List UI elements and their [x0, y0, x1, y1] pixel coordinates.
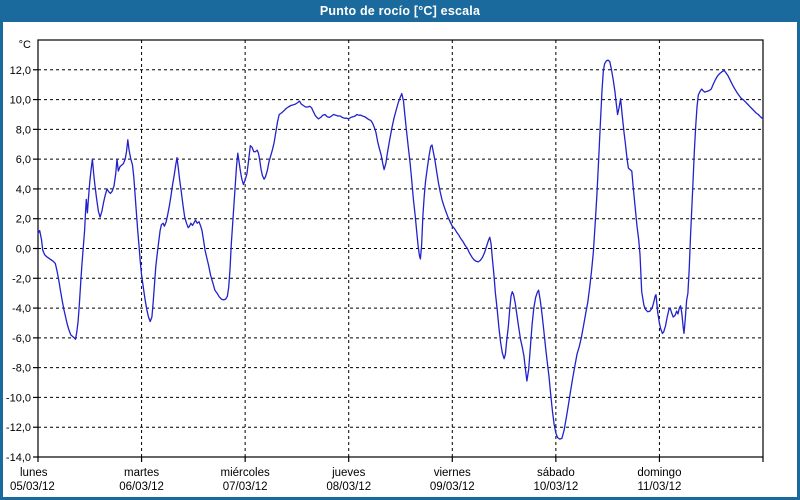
x-day-date-label: 05/03/12	[10, 481, 55, 493]
grid-lines	[38, 40, 763, 457]
chart-area: 12,0 10,0 8,0 6,0 4,0 2,0 0,0 -2,0 -4,0 -6,0 -8,0 -…	[3, 22, 797, 497]
x-day-name-label: lunes	[20, 467, 48, 479]
window-titlebar: Punto de rocío [°C] escala	[3, 0, 797, 22]
y-axis-unit-label: °C	[19, 39, 31, 51]
y-tick-label: -2,0	[12, 273, 31, 285]
axes	[37, 39, 764, 462]
y-tick-label: 8,0	[16, 124, 31, 136]
y-tick-label: 2,0	[16, 214, 31, 226]
x-day-name-label: viernes	[434, 467, 471, 479]
y-tick-label: -6,0	[12, 333, 31, 345]
y-tick-label: 10,0	[10, 95, 31, 107]
y-tick-label: 0,0	[16, 244, 31, 256]
x-day-name-label: sábado	[537, 467, 575, 479]
y-axis-ticks	[33, 69, 38, 458]
x-day-date-label: 08/03/12	[326, 481, 371, 493]
x-day-date-label: 10/03/12	[533, 481, 578, 493]
y-tick-label: 12,0	[10, 65, 31, 77]
x-day-name-label: jueves	[331, 467, 365, 479]
x-day-name-label: domingo	[637, 467, 681, 479]
chart-title: Punto de rocío [°C] escala	[319, 4, 481, 18]
dewpoint-line-chart: 12,0 10,0 8,0 6,0 4,0 2,0 0,0 -2,0 -4,0 -6,0 -8,0 -…	[6, 39, 764, 493]
y-tick-label: -14,0	[6, 452, 31, 464]
y-tick-label: -8,0	[12, 363, 31, 375]
y-tick-label: 4,0	[16, 184, 31, 196]
x-axis-day-labels: lunes 05/03/12 martes 06/03/12 miércoles 07/0…	[10, 467, 681, 493]
dewpoint-series-line	[37, 59, 764, 440]
y-tick-label: -4,0	[12, 303, 31, 315]
x-day-date-label: 06/03/12	[119, 481, 164, 493]
y-axis-labels: 12,0 10,0 8,0 6,0 4,0 2,0 0,0 -2,0 -4,0 -6,0 -8,0 -…	[6, 39, 31, 464]
x-day-date-label: 07/03/12	[223, 481, 268, 493]
series-polyline	[37, 59, 764, 440]
x-day-name-label: miércoles	[221, 467, 270, 479]
y-tick-label: -12,0	[6, 422, 31, 434]
y-tick-label: 6,0	[16, 154, 31, 166]
y-tick-label: -10,0	[6, 392, 31, 404]
x-day-name-label: martes	[124, 467, 159, 479]
x-day-date-label: 11/03/12	[637, 481, 681, 493]
x-day-date-label: 09/03/12	[430, 481, 475, 493]
